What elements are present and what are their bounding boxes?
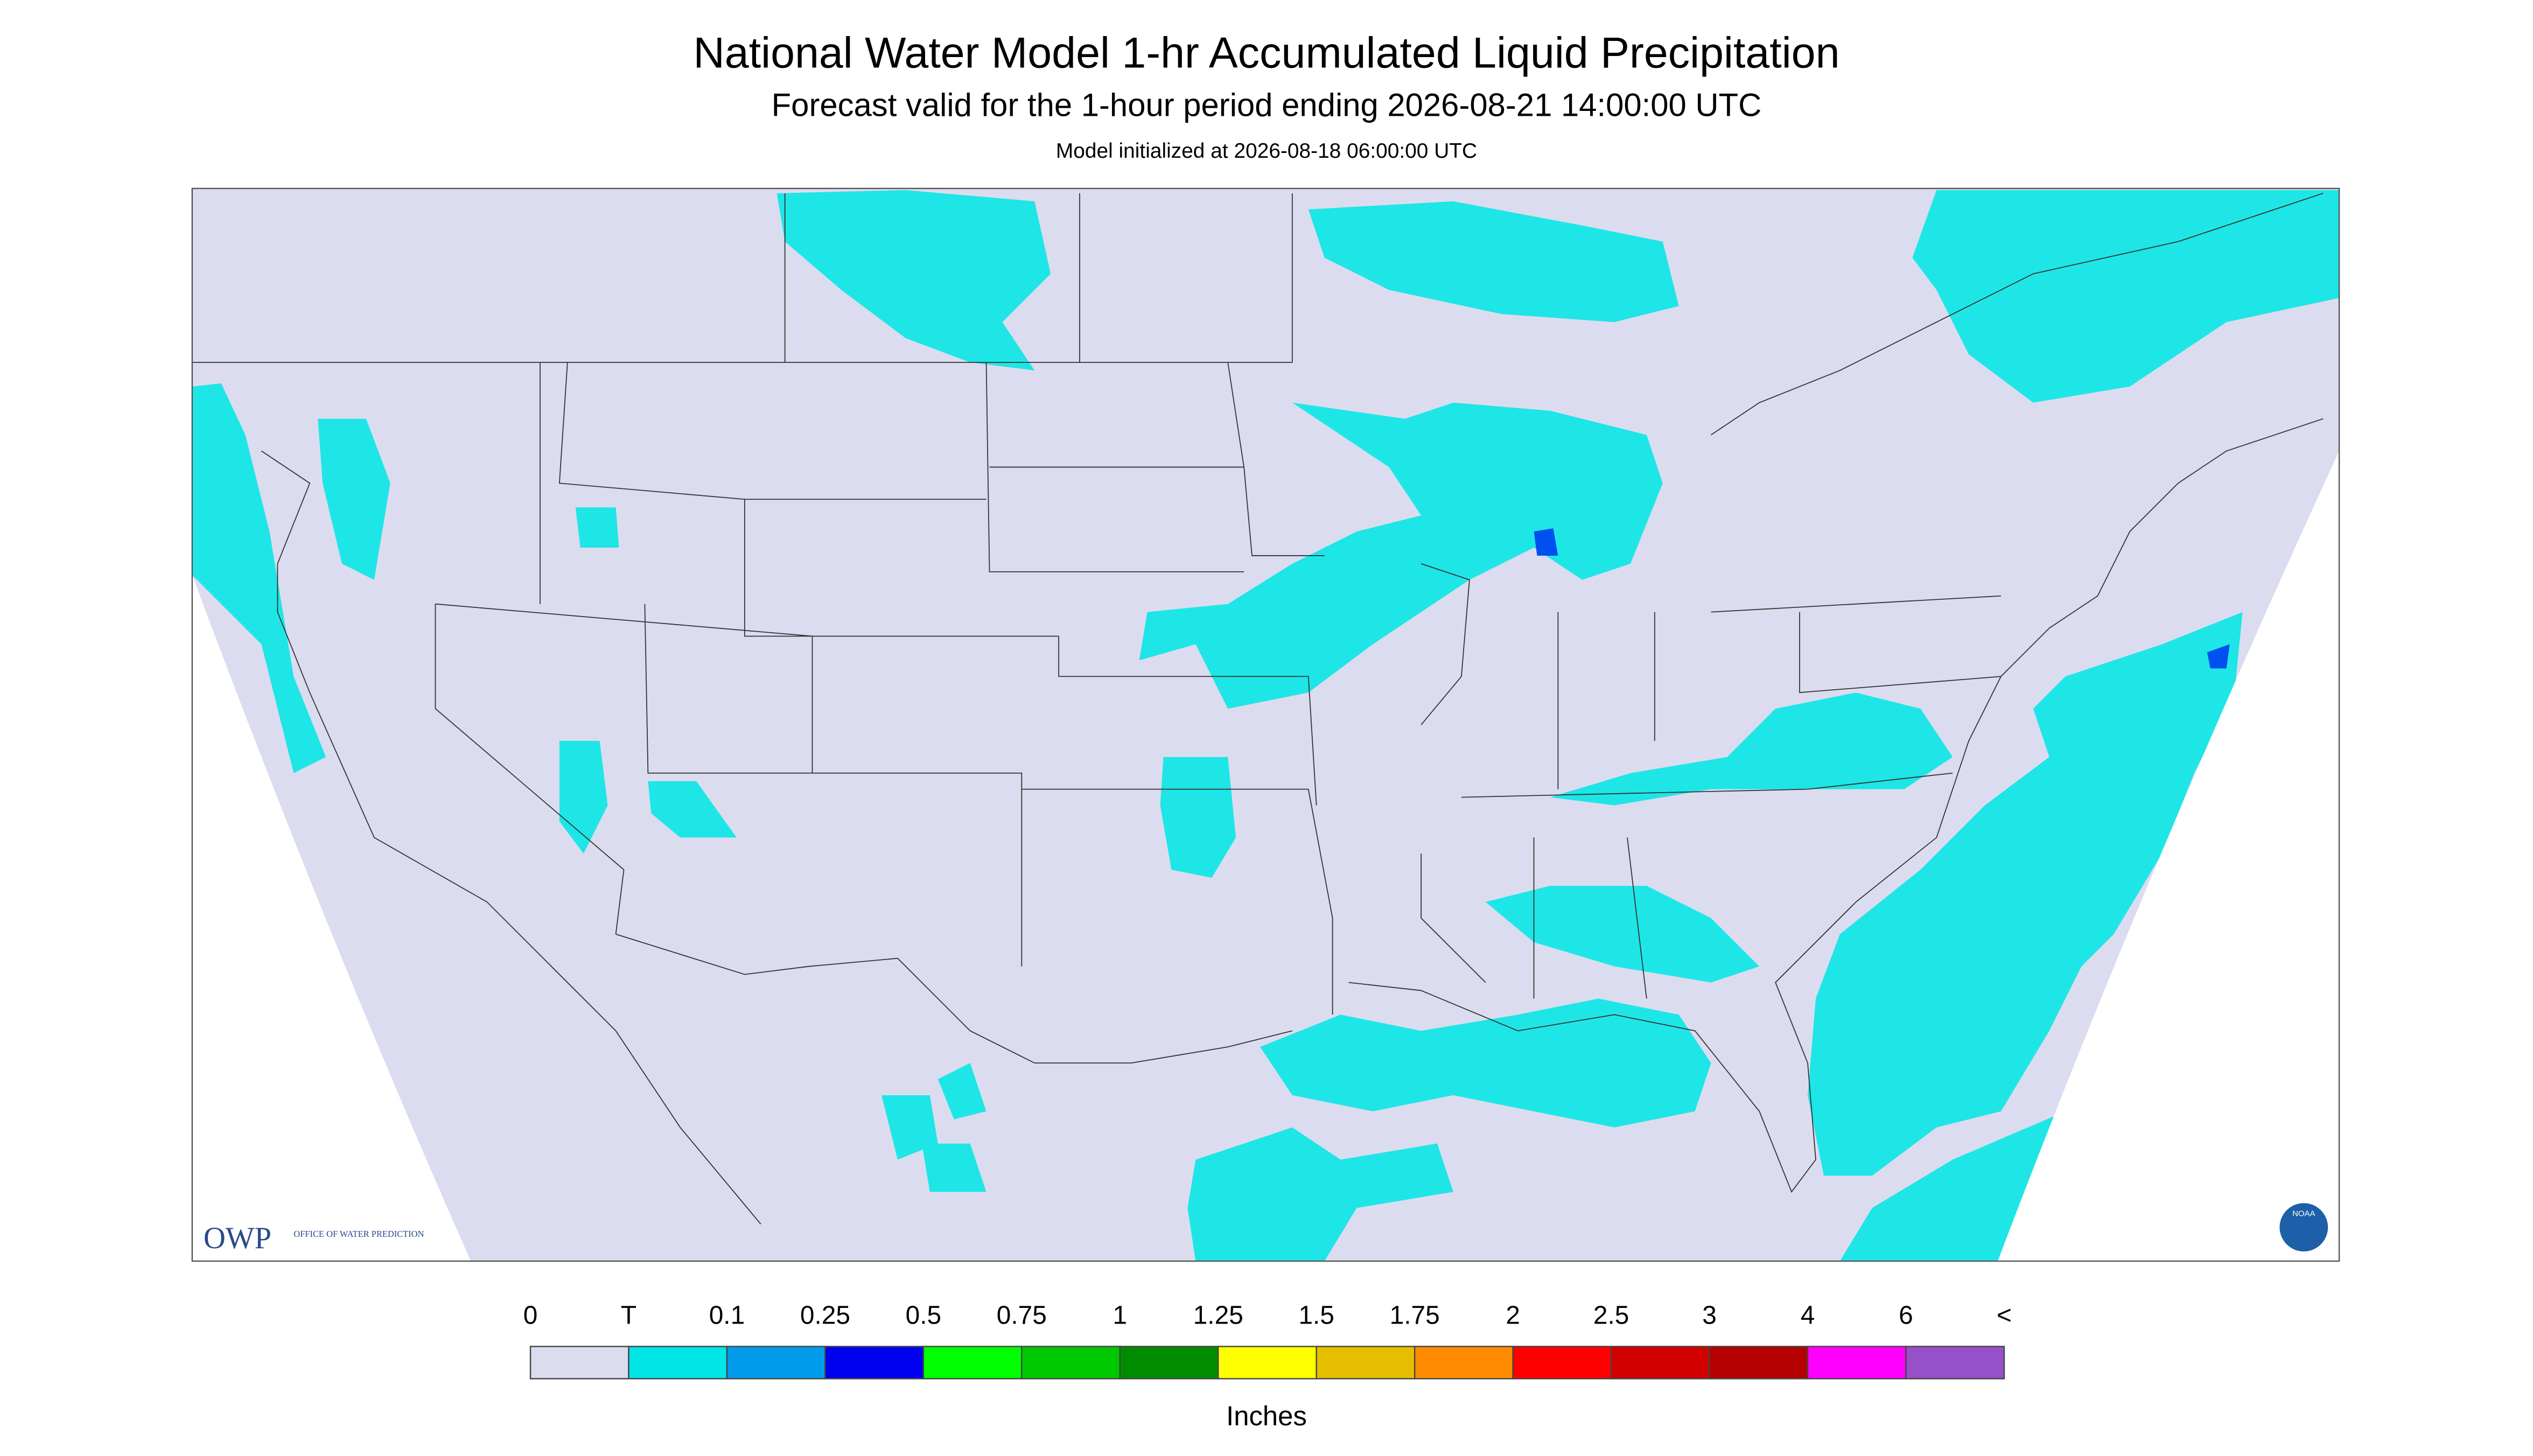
legend-label: < [1997, 1301, 2012, 1330]
legend-label: T [621, 1301, 636, 1330]
legend-label: 1.5 [1298, 1301, 1334, 1330]
legend-swatch [628, 1346, 728, 1380]
precip [881, 1063, 986, 1192]
precip [559, 507, 737, 854]
legend-label: 0.75 [997, 1301, 1047, 1330]
legend-label: 6 [1899, 1301, 1913, 1330]
legend: 0 T 0.1 0.25 0.5 0.75 1 1.25 1.5 1.75 2 2.5 3 4 6 < [523, 1301, 2012, 1380]
legend-label: 0.5 [906, 1301, 942, 1330]
legend-label: 2.5 [1593, 1301, 1629, 1330]
precip [1808, 612, 2243, 1176]
precip-heavy [1534, 528, 1558, 556]
legend-swatch [1414, 1346, 1514, 1380]
legend-swatch [1119, 1346, 1219, 1380]
legend-label: 3 [1702, 1301, 1717, 1330]
legend-label: 0 [523, 1301, 538, 1330]
precip [1550, 692, 1953, 806]
precip [1260, 998, 1711, 1128]
legend-swatch [922, 1346, 1023, 1380]
legend-swatch [726, 1346, 826, 1380]
legend-label: 1 [1113, 1301, 1128, 1330]
owp-logo: OWP [204, 1221, 271, 1255]
precip [192, 383, 326, 773]
outside-domain [192, 188, 471, 1262]
init-note: Model initialized at 2026-08-18 06:00:00… [1056, 139, 1477, 163]
boundaries [192, 193, 2324, 1224]
legend-swatch [1807, 1346, 1907, 1380]
legend-swatch [1021, 1346, 1121, 1380]
legend-label: 1.25 [1193, 1301, 1243, 1330]
legend-label: 2 [1506, 1301, 1520, 1330]
precip [1160, 757, 1236, 878]
legend-swatch [824, 1346, 925, 1380]
legend-swatch [1905, 1346, 2005, 1380]
map: OWP OFFICE OF WATER PREDICTION NOAA [191, 187, 2340, 1262]
precip-heavy [2207, 644, 2230, 669]
legend-label: 4 [1801, 1301, 1815, 1330]
map-frame [191, 187, 2340, 1262]
legend-label: 0.25 [800, 1301, 850, 1330]
precip [318, 418, 390, 580]
state-lines [192, 193, 1333, 1015]
precip [1839, 1111, 2066, 1262]
legend-swatch [1217, 1346, 1317, 1380]
precip [776, 190, 1051, 370]
coastline [1348, 418, 2324, 1193]
legend-swatch [1316, 1346, 1416, 1380]
noaa-logo-text: NOAA [2292, 1209, 2315, 1218]
coastline [261, 193, 2324, 1224]
precip [1912, 190, 2340, 403]
legend-swatch [529, 1346, 629, 1380]
legend-swatch [1512, 1346, 1612, 1380]
precip [1139, 402, 1663, 709]
legend-label: 1.75 [1390, 1301, 1440, 1330]
owp-logo-text: OFFICE OF WATER PREDICTION [293, 1229, 424, 1239]
precip-areas [192, 190, 2340, 1262]
precip [1187, 1127, 1453, 1262]
title: National Water Model 1-hr Accumulated Li… [694, 29, 1840, 78]
legend-unit: Inches [1226, 1401, 1307, 1431]
outside-domain [1997, 188, 2340, 1262]
legend-label: 0.1 [709, 1301, 745, 1330]
noaa-logo [2279, 1203, 2328, 1252]
legend-swatch [1610, 1346, 1710, 1380]
subtitle: Forecast valid for the 1-hour period end… [772, 87, 1762, 123]
legend-swatch [1709, 1346, 1809, 1380]
precip [1485, 886, 1760, 983]
precip [1308, 201, 1679, 323]
